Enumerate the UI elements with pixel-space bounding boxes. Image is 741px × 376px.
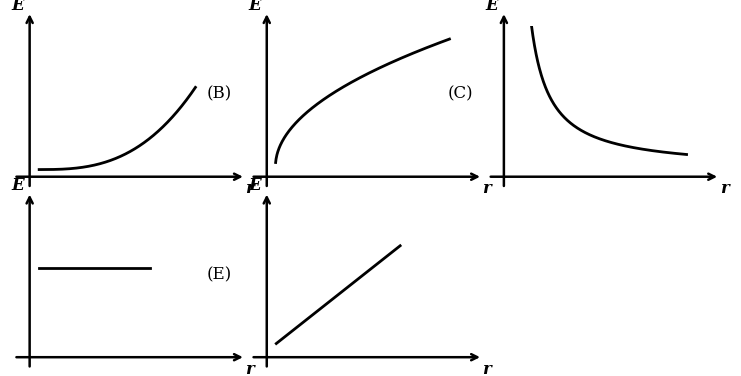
Text: E: E [485,0,498,14]
Text: E: E [11,0,24,14]
Text: (C): (C) [448,85,473,103]
Text: E: E [11,177,24,194]
Text: r: r [482,361,491,376]
Text: r: r [482,180,491,197]
Text: E: E [248,0,261,14]
Text: r: r [245,361,254,376]
Text: r: r [720,180,728,197]
Text: r: r [245,180,254,197]
Text: E: E [248,177,261,194]
Text: (E): (E) [207,266,232,283]
Text: (B): (B) [207,85,232,103]
